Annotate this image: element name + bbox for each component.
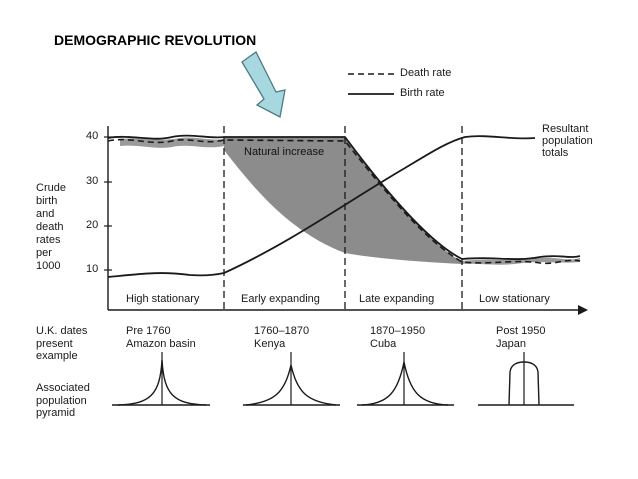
x-axis-arrowhead (578, 305, 588, 315)
stage-label-late-expanding: Late expanding (359, 293, 435, 305)
natural-increase-label: Natural increase (244, 146, 325, 158)
example-dates-2: 1760–1870 (254, 325, 310, 337)
y-axis-label: Crude birth and death rates per 1000 (36, 182, 66, 272)
example-place-3: Cuba (370, 338, 397, 350)
y-tick-label-30: 30 (86, 175, 99, 187)
example-place-2: Kenya (254, 338, 286, 350)
y-tick-label-20: 20 (86, 219, 99, 231)
example-dates-4: Post 1950 (496, 325, 546, 337)
legend-death-label: Death rate (400, 67, 452, 79)
stage-label-early-expanding: Early expanding (241, 293, 320, 305)
example-dates-3: 1870–1950 (370, 325, 426, 337)
example-place-1: Amazon basin (126, 338, 196, 350)
banner-title: DEMOGRAPHIC REVOLUTION (54, 32, 257, 48)
legend-birth-label: Birth rate (400, 87, 445, 99)
stage-label-high-stationary: High stationary (126, 293, 200, 305)
population-totals-label: Resultant population totals (542, 123, 593, 159)
pyramid-early-expanding (243, 352, 340, 406)
birth-rate-line (107, 134, 581, 260)
row-label-pyramid: Associated population pyramid (36, 382, 90, 419)
death-rate-line (107, 138, 581, 265)
pointer-arrow-icon (241, 51, 286, 118)
y-tick-label-10: 10 (86, 263, 99, 275)
high-stationary-shade (120, 137, 224, 148)
example-place-4: Japan (496, 338, 526, 350)
y-tick-label-40: 40 (86, 130, 99, 142)
pyramid-late-expanding (357, 352, 454, 406)
example-dates-1: Pre 1760 (126, 325, 171, 337)
population-total-curve (107, 135, 536, 278)
stage-label-low-stationary: Low stationary (479, 293, 550, 305)
pyramid-low-stationary (478, 352, 574, 406)
pyramid-high-stationary (112, 352, 210, 406)
row-label-dates: U.K. dates present example (36, 325, 88, 362)
natural-increase-area (224, 137, 462, 264)
